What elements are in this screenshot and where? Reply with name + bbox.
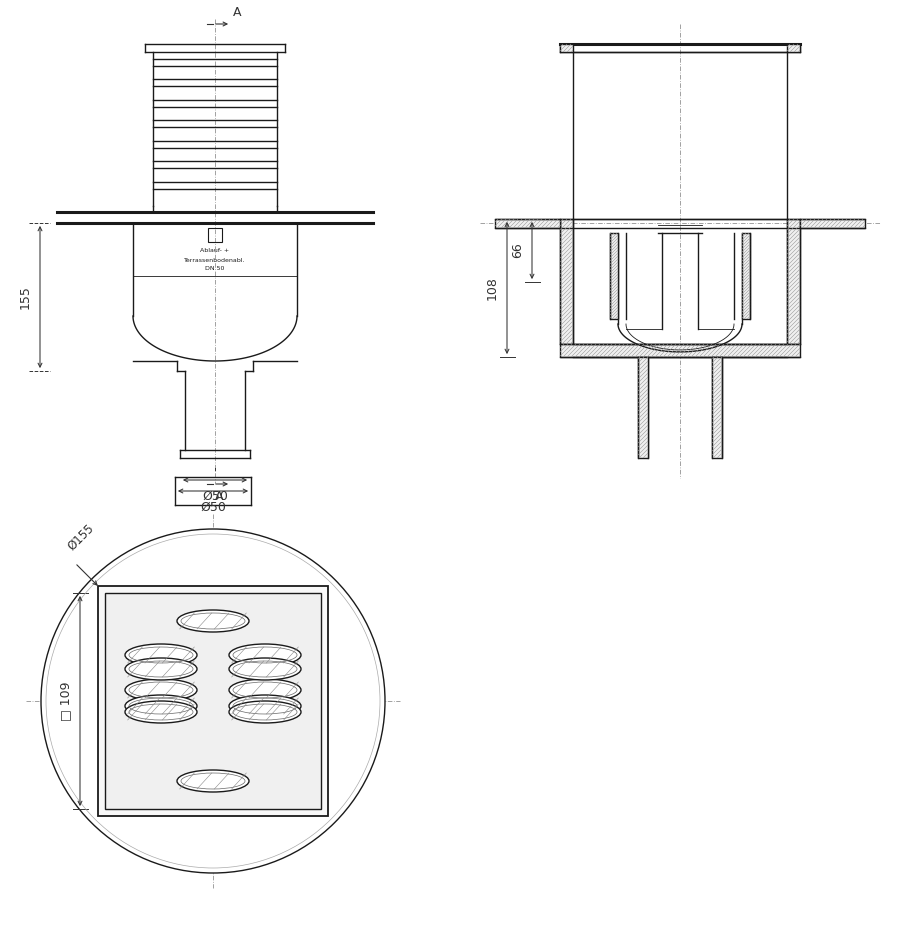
Text: Terrassenbodenabl.: Terrassenbodenabl. xyxy=(184,257,246,262)
Ellipse shape xyxy=(177,770,249,792)
Bar xyxy=(787,219,800,344)
Bar xyxy=(800,219,865,228)
Text: 66: 66 xyxy=(511,243,524,258)
Bar xyxy=(560,344,800,357)
Text: 155: 155 xyxy=(19,285,32,309)
Ellipse shape xyxy=(229,701,301,723)
Bar xyxy=(560,44,573,52)
Ellipse shape xyxy=(125,701,197,723)
Bar xyxy=(638,357,648,458)
Text: A: A xyxy=(215,490,223,503)
Text: DN 50: DN 50 xyxy=(205,267,224,271)
Text: Ø50: Ø50 xyxy=(200,501,226,514)
Ellipse shape xyxy=(125,695,197,717)
Bar xyxy=(560,219,573,344)
Ellipse shape xyxy=(229,658,301,680)
Bar xyxy=(712,357,722,458)
Bar xyxy=(742,233,750,319)
Ellipse shape xyxy=(177,610,249,632)
Ellipse shape xyxy=(229,695,301,717)
Bar xyxy=(495,219,560,228)
Bar xyxy=(560,44,573,52)
Ellipse shape xyxy=(229,644,301,666)
Bar xyxy=(560,219,573,344)
Bar xyxy=(712,357,722,458)
Bar xyxy=(742,233,750,319)
Text: Ø155: Ø155 xyxy=(64,521,96,553)
Bar xyxy=(638,357,648,458)
Text: Ablauf- +: Ablauf- + xyxy=(201,248,230,254)
Text: 108: 108 xyxy=(486,276,499,300)
Bar xyxy=(610,233,618,319)
Bar xyxy=(208,228,222,242)
Ellipse shape xyxy=(125,658,197,680)
Bar xyxy=(787,44,800,52)
Bar xyxy=(800,219,865,228)
Bar xyxy=(787,219,800,344)
Ellipse shape xyxy=(125,679,197,701)
Text: □ 109: □ 109 xyxy=(59,682,72,720)
Bar xyxy=(105,593,321,809)
Ellipse shape xyxy=(229,679,301,701)
Bar xyxy=(98,586,328,816)
Bar xyxy=(560,344,800,357)
Bar xyxy=(610,233,618,319)
Text: A: A xyxy=(232,6,242,19)
Text: Ø50: Ø50 xyxy=(202,490,228,503)
Bar xyxy=(787,44,800,52)
Circle shape xyxy=(41,529,385,873)
Ellipse shape xyxy=(125,644,197,666)
Bar xyxy=(495,219,560,228)
